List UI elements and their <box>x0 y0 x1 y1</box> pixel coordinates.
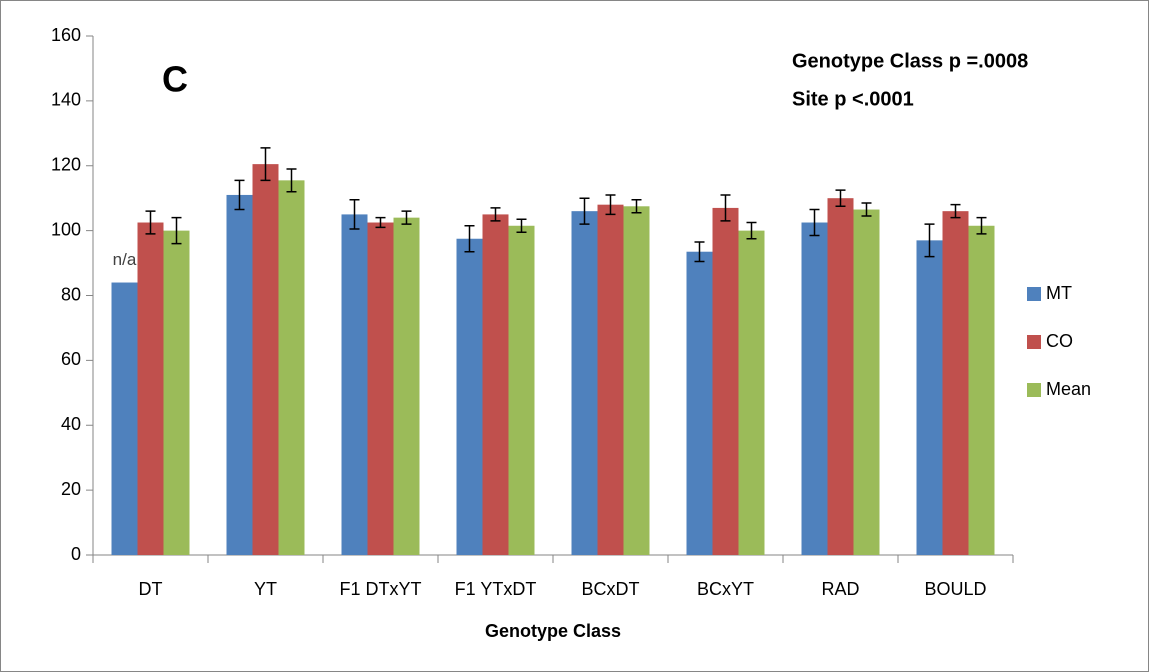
bar <box>252 164 279 556</box>
error-bar <box>401 210 412 225</box>
legend-label: CO <box>1046 331 1073 351</box>
x-tick-label: BCxYT <box>697 579 754 599</box>
bar <box>482 214 509 555</box>
error-bar <box>145 210 156 235</box>
y-tick-label: 0 <box>71 544 81 564</box>
error-bar <box>234 179 245 211</box>
error-bar <box>579 197 590 225</box>
bar <box>853 209 880 555</box>
x-tick-label: BOULD <box>924 579 986 599</box>
annotation: Genotype Class p =.0008 <box>792 50 1028 72</box>
x-tick-label: F1 YTxDT <box>455 579 537 599</box>
chart-title: C <box>162 59 188 100</box>
y-tick-label: 40 <box>61 414 81 434</box>
error-bar <box>286 168 297 193</box>
y-tick-label: 80 <box>61 284 81 304</box>
error-bar <box>924 223 935 258</box>
error-bar <box>260 147 271 182</box>
error-bar <box>746 221 757 240</box>
bar <box>341 214 368 555</box>
bar <box>163 230 190 555</box>
x-tick-label: F1 DTxYT <box>339 579 421 599</box>
bar <box>942 211 969 555</box>
bar <box>968 225 995 555</box>
error-bar <box>861 202 872 217</box>
x-axis-label: Genotype Class <box>485 621 621 641</box>
x-tick-label: YT <box>254 579 277 599</box>
error-bar <box>631 199 642 214</box>
bar <box>686 251 713 555</box>
error-bar <box>490 207 501 222</box>
bar <box>597 204 624 556</box>
bar <box>827 198 854 555</box>
error-bar <box>694 241 705 263</box>
bar <box>137 222 164 555</box>
x-tick-label: BCxDT <box>582 579 640 599</box>
annotation: Site p <.0001 <box>792 88 914 110</box>
y-tick-label: 20 <box>61 479 81 499</box>
error-bar <box>720 194 731 222</box>
legend-swatch <box>1027 383 1041 397</box>
error-bar <box>835 189 846 208</box>
error-bar <box>464 225 475 253</box>
error-bar <box>349 199 360 230</box>
bar <box>801 222 828 555</box>
error-bar <box>375 216 386 229</box>
x-tick-label: DT <box>139 579 163 599</box>
y-tick-label: 140 <box>51 90 81 110</box>
y-tick-label: 100 <box>51 219 81 239</box>
legend-label: Mean <box>1046 379 1091 399</box>
bar <box>278 180 305 556</box>
bar <box>916 240 943 555</box>
bar <box>367 222 394 555</box>
error-bar <box>950 203 961 219</box>
x-tick-label: RAD <box>821 579 859 599</box>
y-tick-label: 120 <box>51 155 81 175</box>
bar <box>623 206 650 555</box>
legend-label: MT <box>1046 283 1072 303</box>
legend-swatch <box>1027 287 1041 301</box>
error-bar <box>605 194 616 216</box>
error-bar <box>809 208 820 237</box>
bar <box>738 230 765 555</box>
bar <box>456 238 483 555</box>
bar <box>508 225 535 555</box>
annotation: n/a <box>113 250 137 269</box>
y-tick-label: 60 <box>61 349 81 369</box>
bar <box>712 207 739 555</box>
error-bar <box>171 216 182 245</box>
bar <box>571 211 598 555</box>
bar <box>393 217 420 555</box>
bar <box>111 282 138 555</box>
error-bar <box>976 216 987 235</box>
error-bar <box>516 218 527 233</box>
bar <box>226 194 253 555</box>
legend-swatch <box>1027 335 1041 349</box>
y-tick-label: 160 <box>51 25 81 45</box>
